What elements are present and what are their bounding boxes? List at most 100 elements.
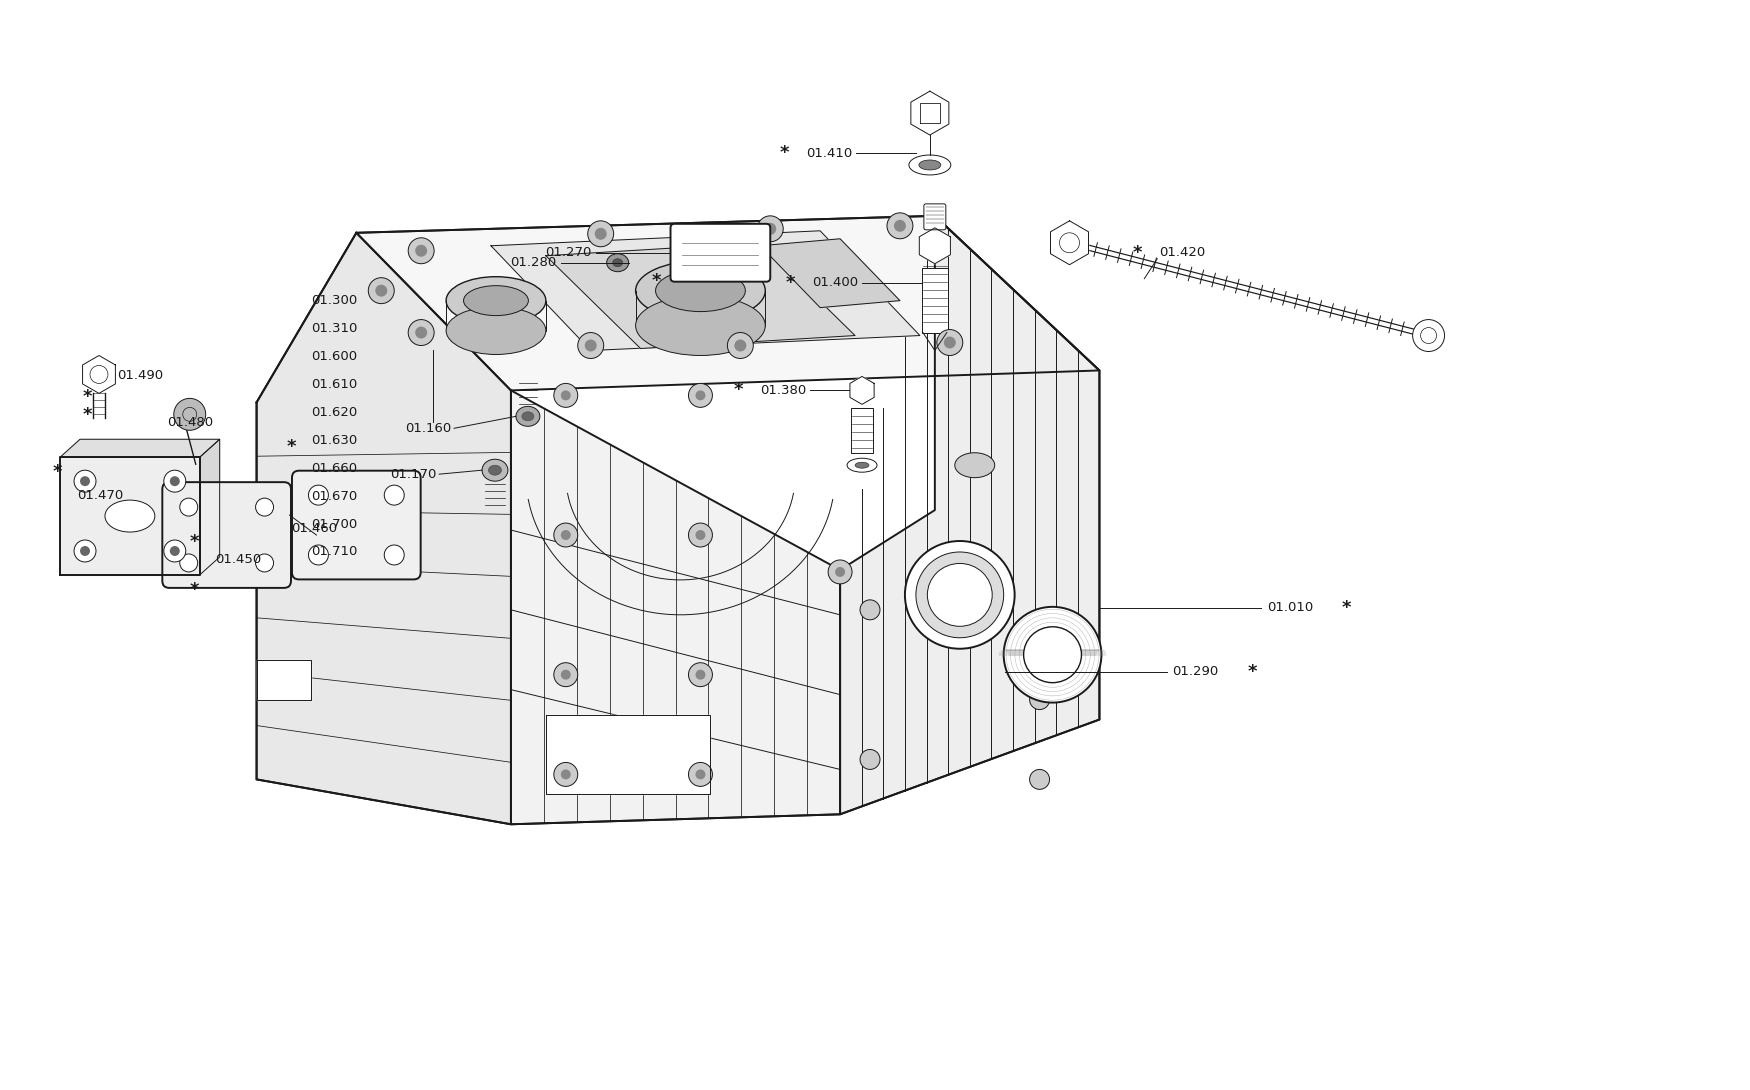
Circle shape (695, 390, 705, 400)
FancyBboxPatch shape (850, 409, 873, 453)
Text: 01.280: 01.280 (511, 256, 556, 269)
Ellipse shape (847, 458, 877, 472)
Circle shape (1412, 319, 1444, 351)
Circle shape (80, 546, 89, 556)
Circle shape (255, 554, 273, 572)
Text: *: * (52, 463, 61, 481)
Ellipse shape (464, 286, 528, 316)
Polygon shape (357, 216, 1099, 390)
Circle shape (728, 332, 752, 359)
Ellipse shape (522, 412, 534, 421)
Text: *: * (786, 274, 794, 292)
Ellipse shape (928, 564, 992, 627)
Circle shape (180, 498, 198, 516)
Polygon shape (257, 659, 312, 700)
Ellipse shape (1004, 607, 1101, 703)
Circle shape (170, 476, 180, 486)
Text: 01.010: 01.010 (1267, 602, 1312, 615)
Circle shape (170, 546, 180, 556)
Polygon shape (492, 231, 920, 351)
Ellipse shape (105, 500, 154, 532)
Circle shape (553, 762, 578, 786)
Circle shape (887, 213, 914, 239)
Text: *: * (651, 271, 662, 290)
Circle shape (584, 339, 597, 351)
Circle shape (74, 470, 96, 493)
Circle shape (415, 327, 427, 339)
Polygon shape (511, 390, 840, 824)
Text: 01.310: 01.310 (312, 322, 357, 335)
Text: 01.700: 01.700 (312, 518, 357, 531)
Circle shape (560, 530, 570, 540)
Circle shape (695, 669, 705, 680)
Text: 01.480: 01.480 (166, 415, 214, 428)
Polygon shape (840, 216, 1099, 814)
Circle shape (936, 329, 962, 355)
Circle shape (374, 284, 387, 296)
Ellipse shape (516, 407, 539, 426)
Circle shape (80, 476, 89, 486)
Text: *: * (191, 581, 200, 598)
Text: *: * (733, 382, 744, 399)
Text: 01.450: 01.450 (215, 554, 261, 567)
Ellipse shape (656, 269, 746, 312)
Text: 01.620: 01.620 (312, 405, 357, 419)
Text: 01.490: 01.490 (117, 368, 163, 381)
Circle shape (164, 470, 186, 493)
Text: *: * (82, 407, 91, 424)
Ellipse shape (915, 552, 1004, 638)
Text: 01.420: 01.420 (1158, 246, 1206, 259)
Polygon shape (546, 715, 710, 795)
Ellipse shape (919, 160, 942, 170)
FancyBboxPatch shape (670, 223, 770, 281)
Polygon shape (919, 228, 950, 264)
Circle shape (588, 221, 614, 246)
Circle shape (688, 663, 712, 687)
Text: *: * (1132, 244, 1143, 262)
Polygon shape (1050, 221, 1088, 265)
Circle shape (553, 523, 578, 547)
Circle shape (255, 498, 273, 516)
FancyBboxPatch shape (163, 482, 290, 588)
Circle shape (688, 762, 712, 786)
Text: *: * (779, 144, 789, 162)
Ellipse shape (956, 452, 994, 477)
Text: *: * (287, 438, 296, 457)
Text: 01.300: 01.300 (312, 294, 357, 307)
Text: 01.630: 01.630 (312, 434, 357, 447)
FancyBboxPatch shape (922, 268, 948, 332)
Circle shape (368, 278, 394, 304)
Ellipse shape (908, 155, 950, 175)
Polygon shape (200, 439, 220, 574)
Circle shape (735, 339, 746, 351)
Circle shape (308, 485, 329, 505)
Circle shape (859, 750, 880, 770)
Polygon shape (760, 239, 900, 307)
Circle shape (688, 384, 712, 408)
Text: *: * (1342, 598, 1351, 617)
Polygon shape (60, 457, 200, 574)
Ellipse shape (635, 261, 765, 320)
Circle shape (560, 669, 570, 680)
Circle shape (695, 770, 705, 779)
Text: 01.160: 01.160 (404, 422, 452, 435)
Circle shape (164, 540, 186, 562)
Circle shape (415, 245, 427, 257)
Circle shape (385, 545, 404, 565)
Circle shape (595, 228, 607, 240)
Circle shape (1029, 770, 1050, 789)
Ellipse shape (635, 295, 765, 355)
Text: 01.400: 01.400 (812, 276, 858, 289)
FancyBboxPatch shape (924, 204, 945, 230)
Circle shape (385, 485, 404, 505)
Circle shape (695, 530, 705, 540)
Text: 01.600: 01.600 (312, 350, 357, 363)
Ellipse shape (481, 459, 508, 481)
Circle shape (553, 663, 578, 687)
Text: 01.610: 01.610 (312, 378, 357, 391)
Ellipse shape (1024, 627, 1082, 682)
Polygon shape (60, 439, 220, 457)
Ellipse shape (612, 258, 623, 267)
Circle shape (560, 770, 570, 779)
Polygon shape (257, 233, 511, 824)
